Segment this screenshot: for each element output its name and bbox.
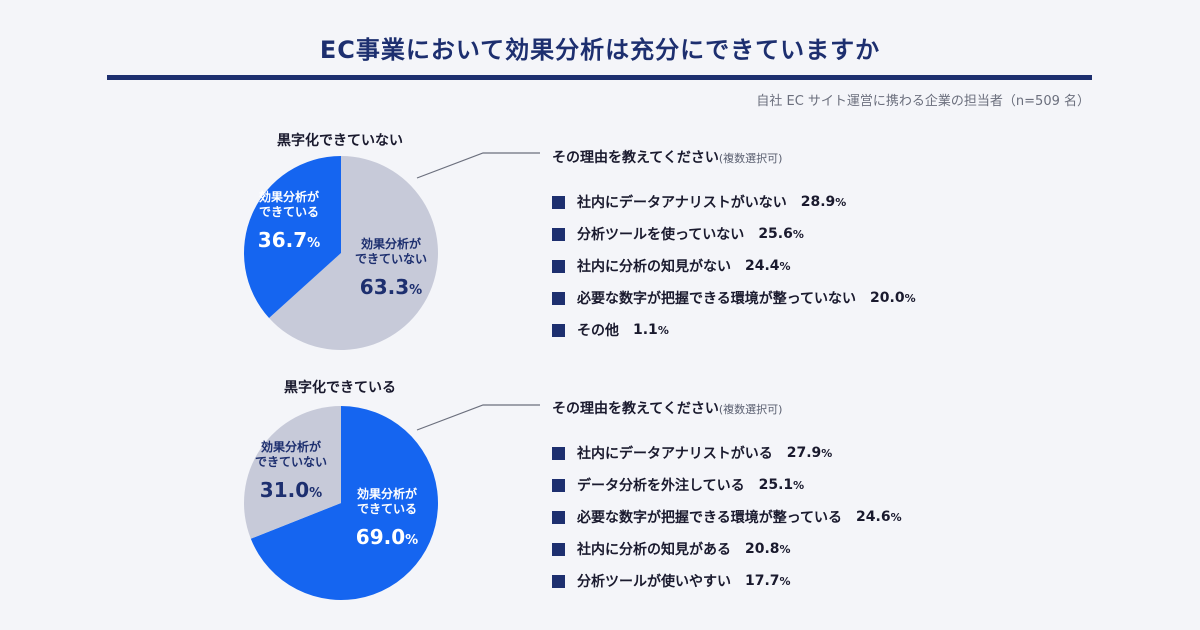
reason-label: その他 xyxy=(577,323,619,339)
pie-slice xyxy=(269,156,438,350)
reasons-2-note: (複数選択可) xyxy=(718,403,783,416)
reason-unit: % xyxy=(779,575,791,588)
pie-slice-label-line: 効果分析が xyxy=(259,189,319,204)
pie-slice-label-line: できている xyxy=(259,205,319,219)
reason-value: 24.4% xyxy=(745,258,791,274)
square-bullet-icon xyxy=(552,542,565,556)
square-bullet-icon xyxy=(552,478,565,492)
pie-slice-value: 31.0% xyxy=(260,478,322,502)
reason-unit: % xyxy=(779,260,791,273)
reason-value: 17.7% xyxy=(745,573,791,589)
reason-item: 必要な数字が把握できる環境が整っている 24.6% xyxy=(552,501,902,533)
reasons-2-list: 社内にデータアナリストがいる 27.9% データ分析を外注している 25.1% 必要な数… xyxy=(552,437,902,597)
reason-unit: % xyxy=(657,324,669,337)
reason-value: 25.6% xyxy=(758,226,804,242)
square-bullet-icon xyxy=(552,510,565,524)
title-divider xyxy=(107,75,1092,80)
reason-value: 24.6% xyxy=(856,509,902,525)
reason-unit: % xyxy=(904,292,916,305)
reasons-1-note: (複数選択可) xyxy=(718,152,783,165)
chart-1-title: 黒字化できていない xyxy=(277,133,403,149)
reason-value: 28.9% xyxy=(800,194,847,210)
reason-value: 20.0% xyxy=(870,290,916,306)
square-bullet-icon xyxy=(552,195,565,209)
reason-value: 1.1% xyxy=(633,322,669,338)
square-bullet-icon xyxy=(552,574,565,588)
reason-label: 社内にデータアナリストがいない xyxy=(577,195,787,211)
pie-slice-label-line: できていない xyxy=(255,455,327,469)
reason-item: 社内に分析の知見がない 24.4% xyxy=(552,250,916,282)
reason-label: 分析ツールを使っていない xyxy=(577,227,745,243)
reason-label: 分析ツールが使いやすい xyxy=(577,574,731,590)
chart-2-title: 黒字化できている xyxy=(284,380,396,396)
reason-value: 25.1% xyxy=(758,477,805,493)
pie-slice-label-line: 効果分析が xyxy=(361,236,421,251)
reasons-2-title: その理由を教えてください(複数選択可) xyxy=(552,398,782,418)
reason-item: 社内にデータアナリストがいない 28.9% xyxy=(552,186,916,218)
reason-item: データ分析を外注している 25.1% xyxy=(552,469,902,501)
page-title: EC事業において効果分析は充分にできていますか xyxy=(319,36,881,64)
survey-source-note: 自社 EC サイト運営に携わる企業の担当者（n=509 名） xyxy=(756,94,1090,109)
reason-label: 社内にデータアナリストがいる xyxy=(577,446,773,462)
square-bullet-icon xyxy=(552,259,565,273)
pie-slice xyxy=(243,156,341,319)
square-bullet-icon xyxy=(552,446,565,460)
pie-slice xyxy=(243,406,341,539)
reason-unit: % xyxy=(793,479,805,492)
square-bullet-icon xyxy=(552,291,565,305)
reason-item: 分析ツールが使いやすい 17.7% xyxy=(552,565,902,597)
reason-unit: % xyxy=(779,543,791,556)
reason-unit: % xyxy=(890,511,902,524)
reason-item: 必要な数字が把握できる環境が整っていない 20.0% xyxy=(552,282,916,314)
reason-item: 社内にデータアナリストがいる 27.9% xyxy=(552,437,902,469)
pie-slice-label-line: 効果分析が xyxy=(261,439,321,454)
reason-item: その他 1.1% xyxy=(552,314,916,346)
reason-label: 必要な数字が把握できる環境が整っていない xyxy=(577,291,857,307)
reason-label: 社内に分析の知見がない xyxy=(577,259,731,275)
reasons-1-title-text: その理由を教えてください xyxy=(552,150,719,166)
pie-slice-label-line: できている xyxy=(357,502,417,516)
reason-value: 20.8% xyxy=(745,541,791,557)
reason-unit: % xyxy=(792,228,804,241)
reasons-1-title: その理由を教えてください(複数選択可) xyxy=(552,147,782,167)
square-bullet-icon xyxy=(552,227,565,241)
reason-label: データ分析を外注している xyxy=(577,478,745,494)
reason-unit: % xyxy=(835,196,847,209)
reason-label: 必要な数字が把握できる環境が整っている xyxy=(577,510,843,526)
reason-value: 27.9% xyxy=(786,445,833,461)
reason-unit: % xyxy=(821,447,833,460)
square-bullet-icon xyxy=(552,323,565,337)
reason-label: 社内に分析の知見がある xyxy=(577,542,731,558)
reasons-2-title-text: その理由を教えてください xyxy=(552,401,719,417)
pie-slice-label-line: 効果分析が xyxy=(357,486,417,501)
pie-slice-label-line: できていない xyxy=(355,252,427,266)
pie-slice xyxy=(250,406,439,600)
reasons-1-list: 社内にデータアナリストがいない 28.9% 分析ツールを使っていない 25.6% 社内に… xyxy=(552,186,916,346)
reason-item: 分析ツールを使っていない 25.6% xyxy=(552,218,916,250)
reason-item: 社内に分析の知見がある 20.8% xyxy=(552,533,902,565)
